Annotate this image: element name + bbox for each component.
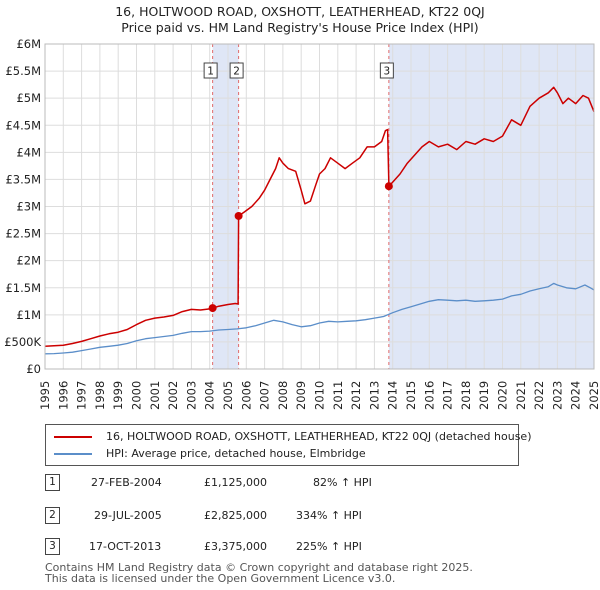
x-tick-label: 2011: [331, 381, 345, 410]
y-tick-label: £0: [26, 362, 41, 376]
transaction-date: 27-FEB-2004: [91, 476, 162, 489]
x-tick-label: 2012: [349, 381, 363, 410]
x-tick-label: 2023: [550, 381, 564, 410]
transaction-badge: 3: [45, 538, 60, 555]
transaction-price: £2,825,000: [204, 509, 267, 522]
sale-marker-label: 1: [207, 66, 214, 78]
x-tick-label: 2025: [587, 381, 600, 410]
legend-item-property: 16, HOLTWOOD ROAD, OXSHOTT, LEATHERHEAD,…: [54, 430, 532, 443]
footer-license: This data is licensed under the Open Gov…: [45, 572, 396, 585]
x-tick-label: 2003: [184, 381, 198, 410]
x-tick-label: 2016: [422, 381, 436, 410]
transaction-date: 17-OCT-2013: [89, 540, 162, 553]
y-tick-label: £2.5M: [5, 227, 41, 241]
x-tick-label: 2017: [441, 381, 455, 410]
transaction-hpi: 225% ↑ HPI: [296, 540, 362, 553]
x-tick-label: 1999: [111, 381, 125, 410]
transaction-hpi: 334% ↑ HPI: [296, 509, 362, 522]
x-tick-label: 2014: [386, 381, 400, 410]
sale-point: [234, 211, 243, 220]
y-tick-label: £5.5M: [5, 64, 41, 78]
transaction-price: £1,125,000: [204, 476, 267, 489]
x-tick-label: 2010: [313, 381, 327, 410]
legend-label-hpi: HPI: Average price, detached house, Elmb…: [106, 447, 366, 460]
x-tick-label: 2019: [477, 381, 491, 410]
y-tick-label: £4M: [16, 145, 41, 159]
sale-marker-label: 2: [233, 66, 240, 78]
sale-point: [208, 304, 217, 313]
y-tick-label: £1M: [16, 308, 41, 322]
plot-frame: [44, 43, 595, 370]
x-tick-label: 2013: [367, 381, 381, 410]
x-tick-label: 2020: [496, 381, 510, 410]
transaction-price: £3,375,000: [204, 540, 267, 553]
x-tick-label: 2004: [203, 381, 217, 410]
legend-swatch-property: [54, 435, 92, 438]
x-tick-label: 2005: [221, 381, 235, 410]
x-tick-label: 2009: [294, 381, 308, 410]
chart-subtitle: Price paid vs. HM Land Registry's House …: [121, 20, 479, 35]
x-tick-label: 1997: [75, 381, 89, 410]
sale-marker-box: [203, 62, 218, 79]
y-tick-label: £500K: [4, 335, 41, 349]
y-tick-label: £1.5M: [5, 281, 41, 295]
x-tick-label: 2001: [148, 381, 162, 410]
chart-title: 16, HOLTWOOD ROAD, OXSHOTT, LEATHERHEAD,…: [115, 4, 485, 19]
legend-swatch-hpi: [54, 452, 92, 455]
sale-marker-label: 3: [384, 66, 391, 78]
sale-marker-box: [379, 62, 394, 79]
transaction-hpi: 82% ↑ HPI: [313, 476, 372, 489]
x-tick-label: 2022: [532, 381, 546, 410]
x-tick-label: 2008: [276, 381, 290, 410]
hpi-line: [44, 282, 595, 355]
y-tick-label: £2M: [16, 254, 41, 268]
x-tick-label: 2000: [130, 381, 144, 410]
transaction-date: 29-JUL-2005: [94, 509, 162, 522]
y-tick-label: £5M: [16, 91, 41, 105]
x-tick-label: 2024: [569, 381, 583, 410]
sale-point: [384, 182, 393, 191]
x-tick-label: 1996: [56, 381, 70, 410]
x-tick-label: 2018: [459, 381, 473, 410]
x-tick-label: 1995: [38, 381, 52, 410]
x-tick-label: 2006: [239, 381, 253, 410]
y-tick-label: £6M: [16, 37, 41, 51]
property-price-line: [44, 86, 595, 348]
x-tick-label: 2007: [258, 381, 272, 410]
x-tick-label: 2015: [404, 381, 418, 410]
y-tick-label: £3M: [16, 200, 41, 214]
transaction-badge: 1: [45, 474, 60, 491]
legend-label-property: 16, HOLTWOOD ROAD, OXSHOTT, LEATHERHEAD,…: [106, 430, 532, 443]
x-tick-label: 2002: [166, 381, 180, 410]
y-tick-label: £3.5M: [5, 172, 41, 186]
legend-item-hpi: HPI: Average price, detached house, Elmb…: [54, 447, 366, 460]
y-tick-label: £4.5M: [5, 118, 41, 132]
x-tick-label: 1998: [93, 381, 107, 410]
x-tick-label: 2021: [514, 381, 528, 410]
sale-marker-box: [229, 62, 244, 79]
price-chart: £0 £500K £1M £1.5M £2M £2.5M £3M £3.5M £4M £4.5M £…: [4, 37, 600, 410]
transaction-badge: 2: [45, 507, 60, 524]
footer-copyright: Contains HM Land Registry data © Crown c…: [45, 561, 473, 574]
legend: 16, HOLTWOOD ROAD, OXSHOTT, LEATHERHEAD,…: [45, 424, 532, 466]
